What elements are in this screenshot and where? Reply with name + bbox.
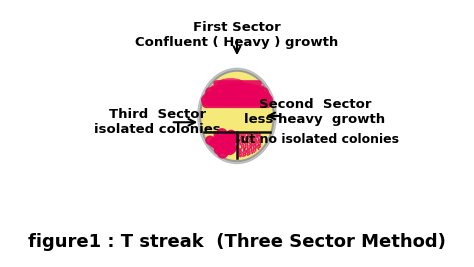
Point: [216, 140, 224, 144]
Ellipse shape: [217, 78, 245, 89]
Point: [228, 138, 235, 142]
Point: [221, 132, 229, 136]
Point: [216, 141, 224, 145]
Point: [211, 137, 219, 142]
Point: [228, 146, 236, 150]
Point: [219, 148, 227, 153]
Point: [223, 143, 231, 147]
Point: [212, 140, 219, 145]
Point: [227, 146, 234, 151]
Point: [217, 143, 225, 148]
Point: [220, 136, 228, 141]
Point: [223, 148, 231, 153]
Point: [228, 135, 236, 139]
Point: [213, 132, 220, 137]
Text: Second  Sector
less heavy  growth: Second Sector less heavy growth: [244, 98, 385, 126]
Point: [227, 139, 235, 143]
Point: [225, 134, 233, 138]
Point: [224, 139, 232, 143]
Point: [222, 150, 230, 154]
Point: [209, 141, 216, 146]
Point: [224, 147, 232, 151]
Point: [206, 138, 214, 142]
Text: figure1 : T streak  (Three Sector Method): figure1 : T streak (Three Sector Method): [28, 233, 446, 251]
Point: [226, 140, 234, 144]
Ellipse shape: [198, 68, 276, 163]
Point: [215, 147, 223, 152]
Point: [226, 147, 234, 151]
Point: [223, 140, 231, 144]
Point: [225, 147, 232, 152]
Point: [216, 138, 224, 143]
Point: [228, 133, 235, 137]
Point: [226, 138, 233, 142]
Text: But no isolated colonies: But no isolated colonies: [231, 133, 399, 146]
Ellipse shape: [223, 82, 259, 95]
Point: [219, 151, 227, 155]
Text: Third  Sector
isolated colonies: Third Sector isolated colonies: [94, 108, 220, 136]
Text: First Sector
Confluent ( Heavy ) growth: First Sector Confluent ( Heavy ) growth: [136, 21, 338, 49]
Point: [214, 142, 221, 147]
Point: [225, 139, 232, 143]
Point: [224, 136, 231, 140]
Point: [215, 144, 222, 148]
Point: [215, 143, 223, 147]
Point: [218, 132, 226, 136]
Point: [220, 139, 228, 143]
Ellipse shape: [213, 85, 257, 104]
Ellipse shape: [200, 71, 274, 161]
